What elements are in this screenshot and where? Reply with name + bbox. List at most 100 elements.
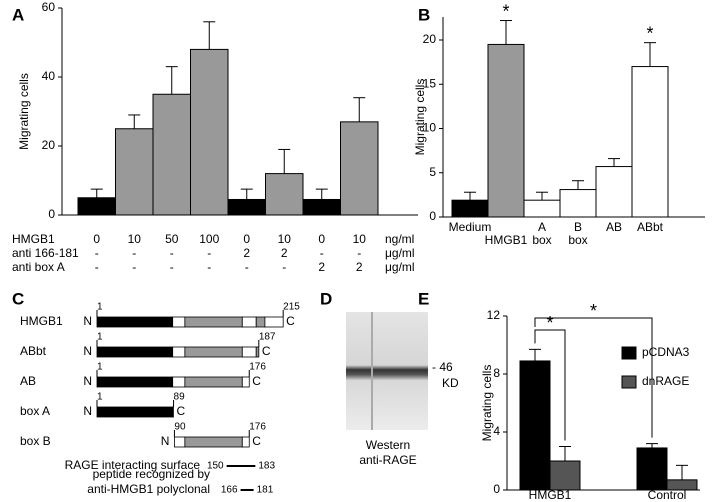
row-cell: -	[95, 260, 99, 274]
y-tick-label: 20	[423, 32, 437, 46]
blot-image	[346, 312, 428, 430]
end-residue: 215	[283, 302, 300, 313]
construct-name: AB	[20, 374, 36, 388]
construct-name: box B	[20, 434, 51, 448]
y-tick-label: 60	[42, 0, 56, 14]
bar	[559, 189, 597, 218]
x-tick-label: Control	[648, 488, 687, 502]
n-terminus: N	[83, 344, 92, 358]
y-tick-label: 40	[42, 69, 56, 83]
significance: *	[590, 301, 597, 321]
y-tick-label: 0	[48, 207, 55, 221]
panel-label: D	[320, 289, 332, 308]
domain-segment	[172, 406, 174, 418]
y-tick-label: 5	[429, 165, 436, 179]
region-start: 150	[207, 461, 224, 472]
c-terminus: C	[252, 374, 261, 388]
bar	[340, 121, 379, 216]
blot-caption: Western	[366, 438, 410, 452]
end-residue: 187	[259, 332, 276, 343]
legend-label: dnRAGE	[642, 374, 689, 388]
n-terminus: N	[83, 314, 92, 328]
y-tick-label: 0	[493, 482, 500, 496]
domain-segment	[172, 376, 186, 388]
region-label: RAGE interacting surface	[65, 458, 201, 472]
x-tick-label: 0	[93, 232, 100, 246]
bar	[519, 360, 551, 491]
construct-name: ABbt	[20, 344, 47, 358]
domain-segment	[184, 316, 243, 328]
blot-marker: - 46	[432, 360, 453, 374]
row-cell: 2	[281, 246, 288, 260]
x-tick-label: 10	[278, 232, 292, 246]
region-end: 181	[257, 485, 274, 496]
y-tick-label: 15	[423, 76, 437, 90]
row-unit: μg/ml	[385, 260, 415, 274]
panel-label: E	[418, 289, 429, 308]
bar	[451, 199, 489, 218]
bracket	[534, 329, 566, 441]
start-residue: 1	[97, 362, 103, 373]
domain-segment	[96, 346, 174, 358]
row-unit: μg/ml	[385, 246, 415, 260]
construct-name: box A	[20, 404, 50, 418]
y-tick-label: 12	[487, 308, 501, 322]
domain-segment	[184, 346, 243, 358]
bar	[227, 198, 266, 216]
bar	[487, 43, 525, 218]
bar	[77, 197, 116, 216]
row-label: anti box A	[12, 260, 65, 274]
n-terminus: N	[83, 374, 92, 388]
domain-segment	[96, 316, 174, 328]
x-tick-label: ABbt	[637, 220, 664, 234]
bar	[115, 128, 154, 216]
y-tick-label: 10	[423, 121, 437, 135]
x-tick-label: Medium	[449, 220, 492, 234]
start-residue: 1	[97, 302, 103, 313]
y-tick-label: 20	[42, 138, 56, 152]
legend-swatch	[621, 346, 637, 360]
c-terminus: C	[177, 404, 186, 418]
panel-label: C	[12, 289, 24, 308]
blot-unit: KD	[442, 376, 459, 390]
y-axis-label: Migrating cells	[413, 79, 427, 156]
c-terminus: C	[252, 434, 261, 448]
row-cell: -	[282, 260, 286, 274]
panel-label: A	[12, 5, 24, 24]
domain-segment	[241, 316, 257, 328]
domain-segment	[241, 346, 257, 358]
bar	[302, 198, 341, 216]
x-tick-label: 0	[318, 232, 325, 246]
row-cell: -	[132, 246, 136, 260]
start-residue: 90	[174, 422, 186, 433]
row-cell: 2	[318, 260, 325, 274]
x-tick-label: 0	[243, 232, 250, 246]
legend-swatch	[621, 375, 637, 389]
domain-segment	[264, 316, 284, 328]
c-terminus: C	[262, 344, 271, 358]
region-label: peptide recognized by	[93, 467, 210, 481]
end-residue: 89	[174, 392, 186, 403]
region-end: 183	[258, 461, 275, 472]
domain-segment	[172, 316, 186, 328]
row-unit: ng/ml	[385, 232, 414, 246]
x-tick-label: 10	[128, 232, 142, 246]
region-label: anti-HMGB1 polyclonal	[87, 482, 210, 496]
row-cell: -	[132, 260, 136, 274]
row-cell: -	[207, 246, 211, 260]
bar	[523, 199, 561, 218]
x-tick-label: AB	[606, 220, 622, 234]
domain-segment	[174, 436, 186, 448]
row-cell: -	[170, 260, 174, 274]
domain-segment	[172, 346, 186, 358]
bar	[595, 166, 633, 218]
domain-segment	[96, 376, 174, 388]
bar	[265, 173, 304, 216]
x-tick-label: HMGB1	[529, 488, 572, 502]
end-residue: 176	[249, 422, 266, 433]
bracket	[534, 317, 653, 438]
panel-label: B	[418, 5, 430, 24]
